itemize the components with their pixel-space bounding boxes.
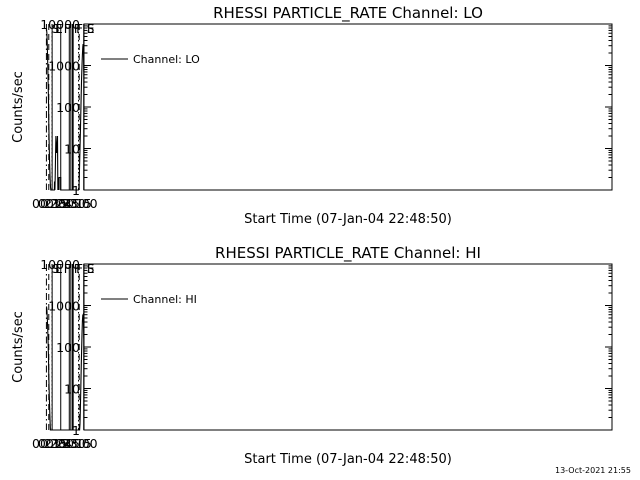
lo-event-flag-e: E (87, 22, 95, 36)
lo-x-tick-label: 00:00 (38, 196, 74, 211)
lo-x-tick-label: 23:45 (44, 196, 80, 211)
lo-event-flag-s: S (87, 22, 95, 36)
hi-event-flag-f: F (76, 262, 83, 276)
hi-event-flag-s: S (52, 262, 60, 276)
hi-event-flag-s: S (87, 262, 95, 276)
hi-x-tick-label: 23:00 (62, 436, 98, 451)
hi-y-tick-label: 10000 (40, 257, 80, 272)
hi-x-tick-label: 00:00 (38, 436, 74, 451)
lo-y-tick-label: 10000 (40, 17, 80, 32)
hi-legend-label: Channel: HI (133, 293, 197, 306)
hi-y-tick-label: 1000 (48, 299, 80, 314)
lo-series-line (45, 29, 85, 191)
lo-event-flag-f: F (74, 22, 81, 36)
plot-date-stamp: 13-Oct-2021 21:55 (555, 466, 631, 475)
lo-event-flag-f: F (76, 22, 83, 36)
lo-x-axis-label: Start Time (07-Jan-04 22:48:50) (244, 212, 452, 227)
lo-y-tick-label: 1000 (48, 59, 80, 74)
hi-axes-box (83, 263, 613, 431)
lo-legend-label: Channel: LO (133, 53, 200, 66)
hi-event-flag-e: E (87, 262, 95, 276)
hi-x-tick-label: 00:15 (32, 436, 68, 451)
lo-x-tick-label: 00:15 (32, 196, 68, 211)
hi-x-tick-label: 23:15 (56, 436, 92, 451)
hi-y-axis-label: Counts/sec (11, 311, 26, 383)
lo-event-flag-s: S (52, 22, 60, 36)
hi-event-flag-f: F (74, 262, 81, 276)
hi-chart-title: RHESSI PARTICLE_RATE Channel: HI (215, 244, 481, 263)
lo-x-tick-label: 23:00 (62, 196, 98, 211)
lo-chart-title: RHESSI PARTICLE_RATE Channel: LO (213, 4, 483, 23)
hi-event-flag-e: E (55, 262, 63, 276)
lo-x-tick-label: 23:30 (50, 196, 86, 211)
hi-series-line (45, 306, 85, 431)
lo-y-tick-label: 100 (56, 100, 80, 115)
lo-y-axis-label: Counts/sec (11, 71, 26, 143)
hi-event-flag-f: F (64, 262, 71, 276)
hi-x-axis-label: Start Time (07-Jan-04 22:48:50) (244, 452, 452, 467)
hi-x-tick-label: 23:30 (50, 436, 86, 451)
lo-event-flag-f: F (64, 22, 71, 36)
lo-event-flag-e: E (55, 22, 63, 36)
lo-axes-box (83, 23, 613, 191)
hi-x-tick-label: 23:45 (44, 436, 80, 451)
lo-x-tick-label: 23:15 (56, 196, 92, 211)
hi-y-tick-label: 100 (56, 340, 80, 355)
